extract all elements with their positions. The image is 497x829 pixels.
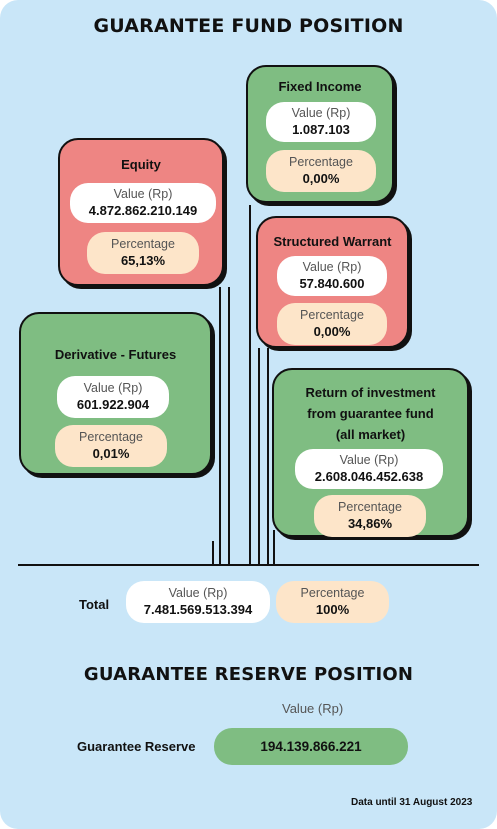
- reserve-value-label: Value (Rp): [282, 701, 344, 716]
- structured-warrant-percentage-label: Percentage: [300, 308, 364, 322]
- return-percentage-pill: Percentage 34,86%: [314, 495, 426, 537]
- total-percentage: 100%: [315, 602, 350, 617]
- return-percentage: 34,86%: [347, 516, 393, 531]
- derivative-percentage-label: Percentage: [79, 430, 143, 444]
- derivative-percentage: 0,01%: [92, 446, 130, 461]
- fixed-income-percentage-label: Percentage: [289, 155, 353, 169]
- equity-value-pill: Value (Rp) 4.872.862.210.149: [70, 183, 216, 223]
- baseline-divider: [18, 564, 479, 566]
- card-equity: Equity Value (Rp) 4.872.862.210.149 Perc…: [58, 138, 224, 286]
- equity-value-label: Value (Rp): [113, 187, 173, 201]
- reserve-label: Guarantee Reserve: [77, 739, 196, 754]
- equity-percentage: 65,13%: [120, 253, 166, 268]
- card-derivative-futures: Derivative - Futures Value (Rp) 601.922.…: [19, 312, 212, 475]
- return-value: 2.608.046.452.638: [314, 469, 424, 484]
- connector-warrant-outer: [267, 348, 269, 565]
- structured-warrant-percentage-pill: Percentage 0,00%: [277, 303, 387, 345]
- data-date-footnote: Data until 31 August 2023: [351, 797, 473, 808]
- equity-title: Equity: [121, 157, 161, 172]
- structured-warrant-value-pill: Value (Rp) 57.840.600: [277, 256, 387, 296]
- structured-warrant-value-label: Value (Rp): [302, 260, 362, 274]
- return-value-pill: Value (Rp) 2.608.046.452.638: [295, 449, 443, 489]
- fixed-income-value-label: Value (Rp): [291, 106, 351, 120]
- total-percentage-pill: Percentage 100%: [276, 581, 389, 623]
- connector-equity-outer: [228, 287, 230, 565]
- connector-equity: [219, 287, 221, 565]
- derivative-title: Derivative - Futures: [54, 347, 177, 362]
- total-percentage-label: Percentage: [300, 586, 365, 600]
- fixed-income-value-pill: Value (Rp) 1.087.103: [266, 102, 376, 142]
- connector-warrant: [258, 348, 260, 565]
- total-label: Total: [79, 597, 110, 612]
- structured-warrant-percentage: 0,00%: [313, 324, 351, 339]
- total-value-label: Value (Rp): [168, 586, 228, 600]
- equity-percentage-pill: Percentage 65,13%: [87, 232, 199, 274]
- connector-derivative: [212, 541, 214, 565]
- return-title-line-2: from guarantee fund: [307, 406, 434, 421]
- fixed-income-percentage: 0,00%: [302, 171, 340, 186]
- card-fixed-income: Fixed Income Value (Rp) 1.087.103 Percen…: [246, 65, 394, 203]
- total-value: 7.481.569.513.394: [143, 602, 253, 617]
- return-title-line-3: (all market): [335, 427, 406, 442]
- total-value-pill: Value (Rp) 7.481.569.513.394: [126, 581, 270, 623]
- card-structured-warrant: Structured Warrant Value (Rp) 57.840.600…: [256, 216, 409, 348]
- derivative-value-pill: Value (Rp) 601.922.904: [57, 376, 169, 418]
- derivative-value-label: Value (Rp): [83, 381, 143, 395]
- equity-value: 4.872.862.210.149: [88, 203, 198, 218]
- reserve-value: 194.139.866.221: [214, 728, 408, 765]
- return-value-label: Value (Rp): [339, 453, 399, 467]
- fixed-income-percentage-pill: Percentage 0,00%: [266, 150, 376, 192]
- return-percentage-label: Percentage: [338, 500, 402, 514]
- return-title-line-1: Return of investment: [305, 385, 436, 400]
- connector-fixed-income: [249, 205, 251, 565]
- equity-percentage-label: Percentage: [111, 237, 175, 251]
- structured-warrant-value: 57.840.600: [299, 276, 365, 291]
- fund-title: GUARANTEE FUND POSITION: [93, 15, 404, 37]
- card-return-of-investment: Return of investment from guarantee fund…: [272, 368, 469, 537]
- fixed-income-value: 1.087.103: [292, 122, 350, 137]
- fixed-income-title: Fixed Income: [278, 79, 362, 94]
- structured-warrant-title: Structured Warrant: [273, 234, 392, 249]
- connector-return: [273, 530, 275, 565]
- derivative-value: 601.922.904: [76, 397, 150, 412]
- reserve-title: GUARANTEE RESERVE POSITION: [83, 664, 414, 685]
- derivative-percentage-pill: Percentage 0,01%: [55, 425, 167, 467]
